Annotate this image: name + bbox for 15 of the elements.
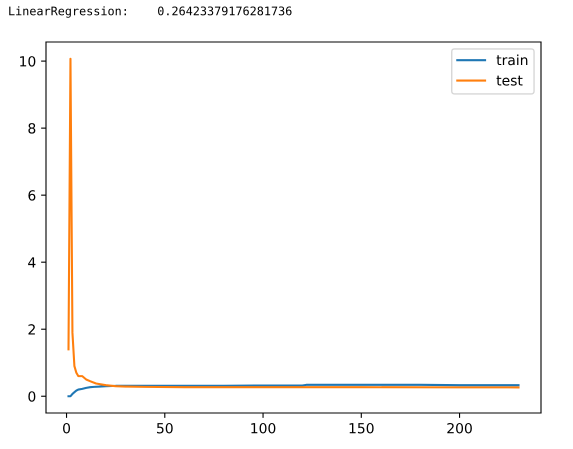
x-tick-label: 200 xyxy=(447,422,472,434)
x-tick-label: 100 xyxy=(251,422,276,434)
y-tick-label: 10 xyxy=(20,56,36,67)
y-tick-label: 2 xyxy=(28,324,35,334)
y-tick-label: 6 xyxy=(28,190,36,201)
line-series xyxy=(67,384,520,398)
legend-label: test xyxy=(496,76,523,86)
x-tick-label: 50 xyxy=(157,422,173,434)
text: LinearRegression: 0.26423379176281736 xyxy=(9,6,292,18)
y-tick-label: 4 xyxy=(28,257,36,268)
legend-label: train xyxy=(496,54,528,66)
x-tick-label: 0 xyxy=(63,422,70,434)
y-tick-label: 8 xyxy=(28,123,36,134)
y-tick-label: 0 xyxy=(28,391,36,402)
x-tick-label: 150 xyxy=(350,422,374,434)
